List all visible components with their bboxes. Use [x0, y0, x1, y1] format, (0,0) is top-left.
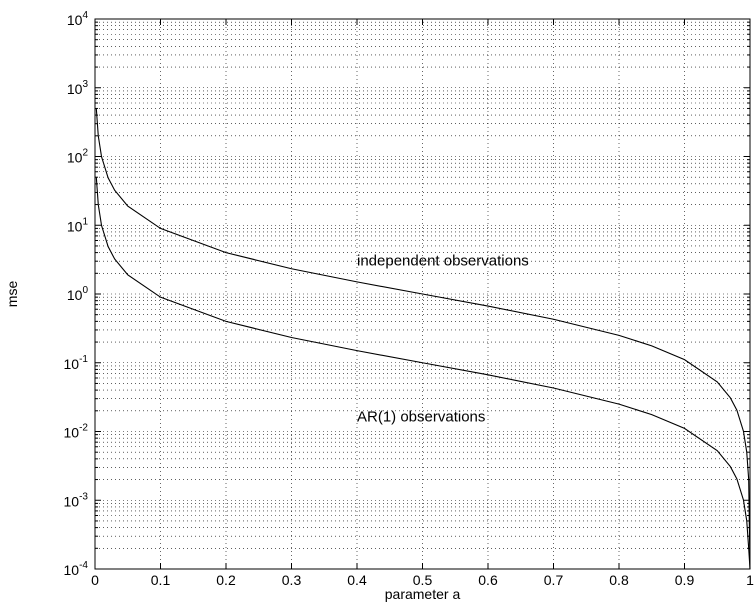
y-tick-label: 104	[67, 10, 89, 28]
y-tick-label: 10-1	[64, 354, 89, 372]
y-tick-label: 103	[67, 79, 89, 97]
y-tick-label: 10-3	[64, 491, 89, 509]
y-tick-label: 101	[67, 216, 89, 234]
y-axis-title: mse	[4, 281, 20, 308]
y-tick-label: 102	[67, 148, 89, 166]
x-tick-label: 0.7	[544, 572, 564, 588]
y-tick-label: 10-2	[64, 423, 89, 441]
x-tick-label: 0.8	[609, 572, 629, 588]
series-lines	[95, 108, 751, 570]
annotations: independent observations AR(1) observatio…	[357, 252, 529, 425]
annotation-1: independent observations	[357, 252, 529, 269]
y-tick-label: 10-4	[64, 560, 89, 578]
y-tick-label: 100	[67, 285, 89, 303]
x-tick-label: 0.5	[413, 572, 433, 588]
x-tick-label: 0	[91, 572, 99, 588]
axis-ticks	[94, 18, 751, 570]
x-tick-label: 0.6	[478, 572, 498, 588]
x-tick-label: 0.9	[675, 572, 695, 588]
x-tick-label: 1	[746, 572, 754, 588]
tick-labels: 0 0.1 0.2 0.3 0.4 0.5 0.6 0.7 0.8 0.9 1 10-4 10-3 10-…	[64, 10, 754, 588]
annotation-2: AR(1) observations	[357, 408, 485, 425]
x-axis-title: parameter a	[385, 586, 461, 602]
series-line-1	[95, 108, 751, 570]
x-tick-label: 0.1	[151, 572, 171, 588]
x-tick-label: 0.2	[216, 572, 236, 588]
x-tick-label: 0.3	[282, 572, 302, 588]
x-tick-label: 0.4	[347, 572, 367, 588]
series-line-2	[95, 177, 751, 570]
